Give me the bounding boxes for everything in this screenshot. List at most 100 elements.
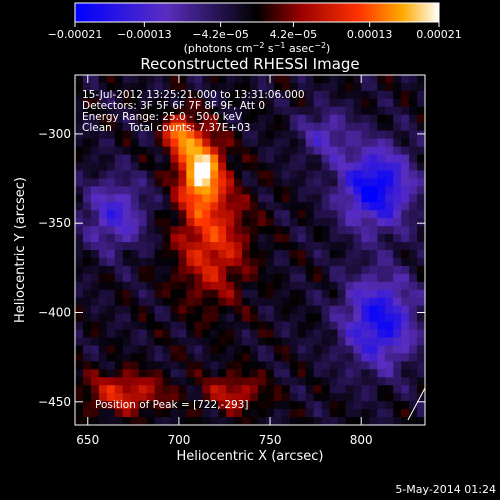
heatmap-cell bbox=[154, 377, 163, 386]
heatmap-cell bbox=[417, 202, 425, 211]
heatmap-cell bbox=[305, 417, 315, 425]
heatmap-cell bbox=[265, 409, 275, 418]
heatmap-cell bbox=[417, 178, 425, 187]
heatmap-cell bbox=[297, 106, 307, 116]
heatmap-cell bbox=[98, 250, 108, 259]
heatmap-cell bbox=[234, 250, 243, 259]
heatmap-cell bbox=[385, 337, 394, 346]
heatmap-cell bbox=[329, 234, 338, 243]
heatmap-cell bbox=[297, 401, 307, 410]
heatmap-cell bbox=[106, 75, 116, 84]
heatmap-cell bbox=[210, 361, 219, 370]
heatmap-cell bbox=[345, 409, 354, 418]
heatmap-cell bbox=[313, 345, 323, 354]
heatmap-cell bbox=[114, 154, 124, 163]
heatmap-cell bbox=[273, 289, 283, 299]
heatmap-cell bbox=[186, 98, 195, 108]
heatmap-cell bbox=[162, 377, 171, 386]
heatmap-cell bbox=[234, 242, 243, 251]
heatmap-cell bbox=[98, 154, 108, 163]
heatmap-cell bbox=[194, 98, 203, 108]
heatmap-cell bbox=[170, 297, 179, 307]
heatmap-cell bbox=[385, 313, 394, 323]
heatmap-cell bbox=[98, 234, 108, 243]
heatmap-cell bbox=[194, 106, 203, 116]
heatmap-cell bbox=[313, 138, 323, 148]
heatmap-cell bbox=[329, 321, 338, 331]
disk-limb-line bbox=[407, 387, 426, 421]
heatmap-cell bbox=[305, 313, 315, 323]
heatmap-cell bbox=[273, 75, 283, 84]
heatmap-cell bbox=[401, 242, 410, 251]
heatmap-cell bbox=[289, 82, 299, 92]
heatmap-cell bbox=[242, 138, 251, 148]
heatmap-cell bbox=[210, 257, 219, 267]
heatmap-cell bbox=[417, 353, 425, 362]
heatmap-cell bbox=[194, 162, 203, 171]
heatmap-cell bbox=[154, 114, 163, 124]
heatmap-cell bbox=[250, 90, 259, 100]
heatmap-cell bbox=[393, 210, 402, 219]
heatmap-cell bbox=[154, 329, 163, 338]
heatmap-cell bbox=[297, 305, 307, 315]
heatmap-cell bbox=[393, 98, 402, 108]
heatmap-cell bbox=[250, 210, 259, 219]
heatmap-cell bbox=[361, 218, 370, 227]
heatmap-cell bbox=[218, 353, 227, 362]
heatmap-cell bbox=[393, 281, 402, 291]
heatmap-cell bbox=[162, 353, 171, 362]
heatmap-cell bbox=[202, 401, 211, 410]
heatmap-cell bbox=[202, 234, 211, 243]
heatmap-cell bbox=[194, 138, 203, 148]
heatmap-cell bbox=[305, 186, 315, 195]
heatmap-cell bbox=[146, 82, 156, 92]
heatmap-cell bbox=[202, 337, 211, 346]
heatmap-cell bbox=[377, 130, 386, 140]
heatmap-cell bbox=[82, 75, 92, 84]
heatmap-cell bbox=[234, 138, 243, 148]
heatmap-cell bbox=[369, 98, 378, 108]
heatmap-cell bbox=[321, 202, 331, 211]
heatmap-cell bbox=[178, 75, 187, 84]
heatmap-cell bbox=[313, 417, 323, 425]
heatmap-cell bbox=[162, 138, 171, 148]
heatmap-cell bbox=[305, 202, 315, 211]
heatmap-cell bbox=[321, 353, 331, 362]
heatmap-cell bbox=[281, 114, 291, 124]
heatmap-cell bbox=[377, 401, 386, 410]
heatmap-cell bbox=[393, 114, 402, 124]
heatmap-cell bbox=[170, 257, 179, 267]
heatmap-cell bbox=[337, 170, 346, 179]
heatmap-cell bbox=[297, 162, 307, 171]
heatmap-cell bbox=[321, 194, 331, 203]
heatmap-cell bbox=[242, 281, 251, 291]
heatmap-cell bbox=[385, 401, 394, 410]
heatmap-cell bbox=[114, 361, 124, 370]
heatmap-cell bbox=[329, 194, 338, 203]
heatmap-cell bbox=[242, 313, 251, 323]
heatmap-cell bbox=[75, 273, 84, 283]
heatmap-cell bbox=[218, 162, 227, 171]
heatmap-cell bbox=[210, 305, 219, 315]
heatmap-cell bbox=[154, 75, 163, 84]
heatmap-cell bbox=[345, 146, 354, 156]
heatmap-cell bbox=[146, 186, 156, 195]
heatmap-cell bbox=[250, 226, 259, 235]
heatmap-cell bbox=[321, 385, 331, 394]
heatmap-cell bbox=[353, 329, 362, 338]
heatmap-cell bbox=[313, 337, 323, 346]
heatmap-cell bbox=[281, 186, 291, 195]
heatmap-cell bbox=[242, 122, 251, 132]
heatmap-cell bbox=[305, 353, 315, 362]
heatmap-cell bbox=[281, 170, 291, 179]
heatmap-cell bbox=[75, 194, 84, 203]
heatmap-cell bbox=[361, 98, 370, 108]
heatmap-cell bbox=[353, 297, 362, 307]
heatmap-cell bbox=[114, 250, 124, 259]
heatmap-cell bbox=[218, 321, 227, 331]
heatmap-cell bbox=[202, 353, 211, 362]
y-tick-label: −350 bbox=[38, 216, 71, 230]
heatmap-cell bbox=[218, 178, 227, 187]
heatmap-cell bbox=[409, 82, 418, 92]
heatmap-cell bbox=[353, 186, 362, 195]
